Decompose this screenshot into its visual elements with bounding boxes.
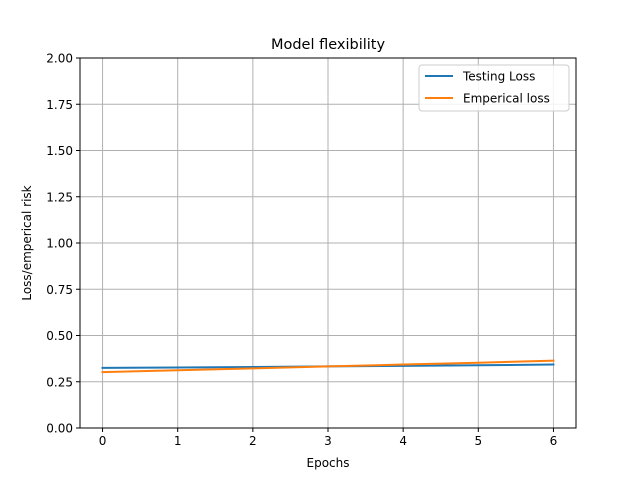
y-tick-label: 1.00 [46, 237, 73, 251]
series-layer [101, 359, 555, 374]
series-line-emperical-loss [101, 359, 555, 374]
legend-label-testing-loss: Testing Loss [462, 70, 535, 84]
y-tick-label: 1.75 [46, 98, 73, 112]
x-tick-label: 0 [99, 434, 107, 448]
x-tick-label: 1 [174, 434, 182, 448]
y-axis-label: Loss/emperical risk [20, 185, 34, 300]
y-tick-label: 0.75 [46, 283, 73, 297]
x-tick-label: 4 [399, 434, 407, 448]
y-tick-label: 1.25 [46, 190, 73, 204]
legend: Testing Loss Emperical loss [418, 64, 570, 112]
grid-layer [80, 57, 576, 429]
legend-box [418, 64, 570, 112]
y-tick-label: 0.00 [46, 422, 73, 436]
y-tick-label: 2.00 [46, 52, 73, 66]
y-tick-label: 0.25 [46, 375, 73, 389]
chart-title: Model flexibility [271, 37, 386, 53]
legend-label-emperical-loss: Emperical loss [463, 92, 550, 106]
x-tick-label: 3 [324, 434, 332, 448]
y-tick-label: 1.50 [46, 144, 73, 158]
y-tick-label: 0.50 [46, 329, 73, 343]
x-tick-label: 5 [474, 434, 482, 448]
x-axis-label: Epochs [307, 456, 350, 470]
x-tick-label: 2 [249, 434, 257, 448]
x-tick-label: 6 [550, 434, 558, 448]
ticks-layer: 0 1 2 3 4 5 6 0.00 0.25 0.50 0.75 1.00 1.25 1.50 1.75 2… [46, 52, 557, 449]
